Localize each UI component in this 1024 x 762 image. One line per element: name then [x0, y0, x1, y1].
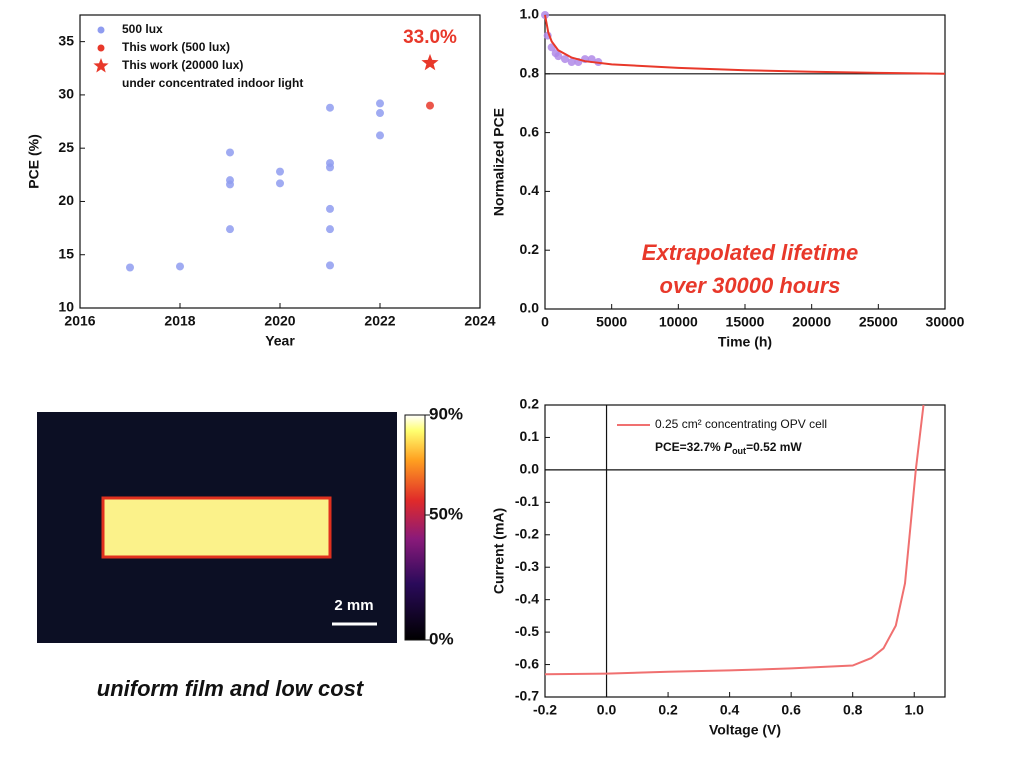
y-axis-label: PCE (%) [26, 134, 42, 188]
point [376, 109, 384, 118]
y-tick-label: -0.2 [515, 525, 539, 541]
point [326, 103, 334, 112]
point [554, 52, 563, 61]
x-tick-label: 5000 [596, 314, 627, 330]
x-tick-label: 2024 [464, 313, 495, 329]
point [426, 101, 434, 110]
x-tick-label: 0.4 [720, 702, 740, 718]
x-tick-label: 0.8 [843, 702, 863, 718]
y-tick-label: -0.7 [515, 688, 539, 704]
y-tick-label: -0.3 [515, 558, 539, 574]
colorbar-label: 0% [429, 629, 454, 648]
y-tick-label: 25 [58, 139, 74, 155]
x-tick-label: 2020 [264, 313, 295, 329]
x-tick-label: 20000 [792, 314, 831, 330]
annotation: PCE=32.7% Pout=0.52 mW [655, 440, 802, 456]
y-tick-label: 0.1 [520, 428, 540, 444]
y-axis-label: Current (mA) [491, 508, 507, 594]
y-tick-label: 0.0 [520, 300, 540, 316]
scale-bar-label: 2 mm [334, 597, 373, 614]
point [226, 180, 234, 189]
y-tick-label: -0.5 [515, 623, 539, 639]
colorbar [404, 414, 426, 641]
x-tick-label: 2018 [164, 313, 195, 329]
point [176, 262, 184, 271]
y-tick-label: 10 [58, 299, 74, 315]
legend-label: This work (500 lux) [122, 40, 230, 54]
plot-frame [544, 404, 946, 698]
y-tick-label: 1.0 [520, 6, 540, 22]
annotation-symbol: P [724, 440, 733, 454]
x-tick-label: 0.2 [658, 702, 678, 718]
point [226, 148, 234, 157]
plot-frame [544, 14, 946, 310]
x-tick-label: 2022 [364, 313, 395, 329]
x-tick-label: -0.2 [533, 702, 557, 718]
point [561, 55, 569, 64]
line [544, 404, 925, 676]
x-tick-label: 0 [541, 314, 549, 330]
y-tick-label: 0.8 [520, 65, 540, 81]
x-axis-label: Year [265, 333, 295, 349]
y-tick-label: 0.0 [520, 461, 540, 477]
y-tick-label: 0.4 [520, 182, 540, 198]
annotation-rest: =0.52 mW [746, 440, 802, 454]
y-tick-label: 30 [58, 86, 74, 102]
y-tick-label: 20 [58, 192, 74, 208]
annotation-subscript: out [732, 446, 746, 456]
y-tick-label: 0.2 [520, 396, 540, 412]
point [226, 225, 234, 234]
x-axis-label: Time (h) [718, 334, 772, 350]
point [326, 225, 334, 234]
y-tick-label: 0.6 [520, 123, 540, 139]
film [101, 496, 332, 559]
x-tick-label: 0.0 [597, 702, 617, 718]
x-tick-label: 0.6 [781, 702, 801, 718]
y-tick-label: 35 [58, 32, 74, 48]
point [326, 204, 334, 213]
point [326, 261, 334, 270]
colorbar-label: 90% [429, 404, 463, 423]
star-point [421, 53, 439, 71]
x-tick-label: 10000 [659, 314, 698, 330]
y-tick-label: 0.2 [520, 241, 540, 257]
y-tick-label: 15 [58, 245, 74, 261]
point [567, 58, 576, 67]
x-tick-label: 30000 [926, 314, 965, 330]
legend-marker [97, 44, 105, 52]
legend-marker [93, 58, 109, 73]
y-tick-label: -0.1 [515, 493, 539, 509]
value-label: 33.0% [403, 27, 457, 48]
legend-label: This work (20000 lux) [122, 58, 243, 72]
x-tick-label: 1.0 [904, 702, 924, 718]
annotation-text: PCE=32.7% [655, 440, 724, 454]
x-tick-label: 25000 [859, 314, 898, 330]
point [376, 99, 384, 108]
legend-marker [97, 26, 105, 34]
x-tick-label: 2016 [64, 313, 95, 329]
point [376, 131, 384, 140]
caption: uniform film and low cost [97, 676, 365, 701]
legend-label: 500 lux [122, 22, 163, 36]
x-axis-label: Voltage (V) [709, 722, 781, 738]
colorbar-label: 50% [429, 504, 463, 523]
y-axis-label: Normalized PCE [491, 108, 507, 216]
annotation: over 30000 hours [660, 273, 841, 298]
x-tick-label: 15000 [726, 314, 765, 330]
point [126, 263, 134, 272]
annotation: Extrapolated lifetime [642, 240, 858, 265]
point [276, 167, 284, 176]
line [544, 14, 946, 75]
y-tick-label: -0.6 [515, 655, 539, 671]
note: under concentrated indoor light [122, 76, 303, 90]
y-tick-label: -0.4 [515, 590, 539, 606]
point [276, 179, 284, 188]
point [326, 163, 334, 172]
legend-label: 0.25 cm² concentrating OPV cell [655, 417, 827, 431]
